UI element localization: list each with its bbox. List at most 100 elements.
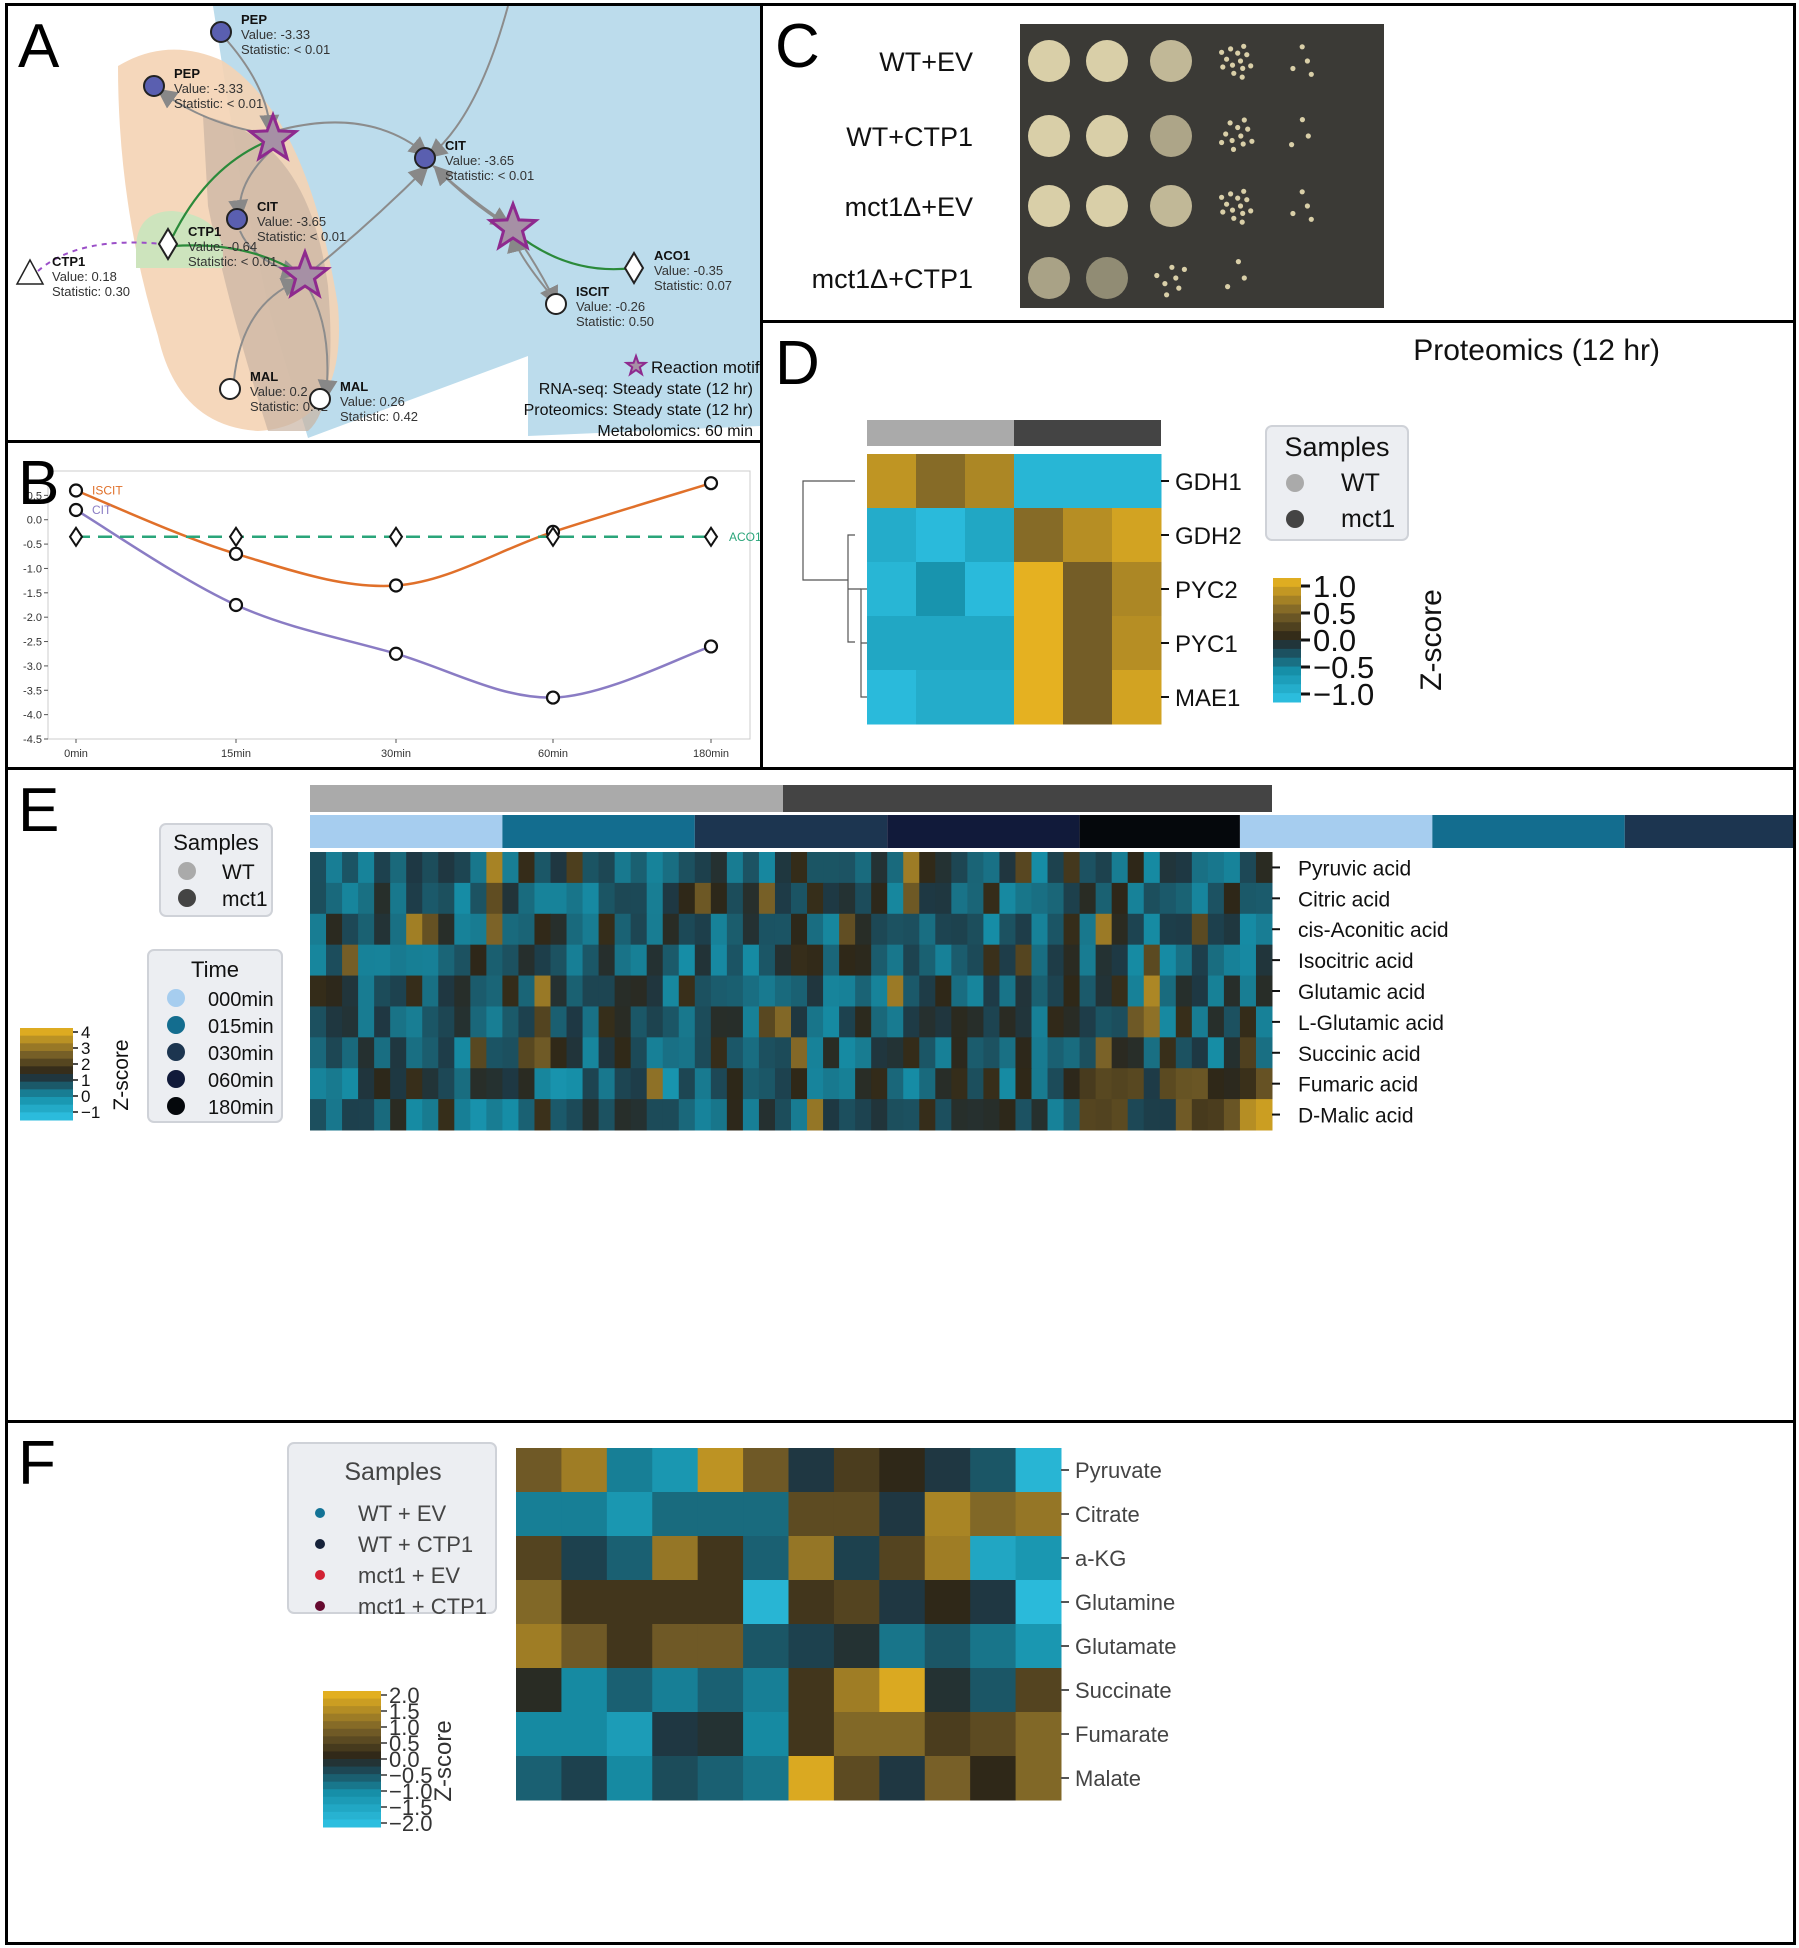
heatmap-cell <box>374 1068 391 1100</box>
heatmap-cell <box>518 975 535 1007</box>
heatmap-cell <box>390 975 407 1007</box>
heatmap-cell <box>566 913 584 946</box>
strain-label: mct1Δ+EV <box>845 192 973 222</box>
heatmap-cell <box>630 1006 648 1038</box>
heatmap-cell <box>390 1037 407 1069</box>
panel-c-spot-assay: WT+EV WT+CTP1 mct1Δ+EV mct1Δ+CTP1 <box>812 24 1384 308</box>
heatmap-cell <box>342 1006 359 1038</box>
heatmap-cell <box>970 1624 1017 1669</box>
heatmap-cell <box>646 1006 664 1038</box>
heatmap-cell <box>1047 852 1065 884</box>
heatmap-cell <box>358 1006 375 1038</box>
heatmap-cell <box>1239 975 1257 1007</box>
series-iscit-point <box>68 483 84 498</box>
heatmap-cell <box>678 1099 696 1131</box>
heatmap-cell <box>1191 975 1209 1007</box>
colorbar-step <box>1273 666 1301 676</box>
heatmap-cell <box>454 1006 471 1038</box>
heatmap-cell <box>454 1099 471 1131</box>
panel-c: WT+EV WT+CTP1 mct1Δ+EV mct1Δ+CTP1 C <box>760 3 1796 323</box>
node-name: PEP <box>241 12 267 27</box>
colorbar-tick-label: 1.0 <box>389 1715 420 1740</box>
colorbar-step <box>20 1058 73 1067</box>
heatmap-cell <box>646 975 664 1007</box>
legend-item: 030min <box>208 1043 274 1065</box>
colorbar-step <box>20 1028 73 1037</box>
heatmap-cell <box>951 882 968 915</box>
heatmap-cell <box>582 1099 600 1131</box>
series-cit-point <box>228 597 244 613</box>
heatmap-cell <box>1031 852 1049 884</box>
heatmap-cell <box>999 1068 1016 1100</box>
heatmap-cell <box>774 1006 792 1038</box>
colorbar-tick-label: 2.0 <box>389 1683 420 1708</box>
heatmap-cell <box>486 1037 503 1069</box>
colony-dot <box>1235 195 1241 201</box>
heatmap-cell <box>1175 975 1193 1007</box>
heatmap-cell <box>743 1712 789 1757</box>
heatmap-cell <box>887 1006 904 1038</box>
heatmap-cell <box>807 1068 824 1100</box>
heatmap-cell <box>358 1037 375 1069</box>
colony-dot <box>1229 62 1236 68</box>
colony-dot <box>1308 216 1314 222</box>
heatmap-cell <box>1079 882 1097 915</box>
row-label: L-Glutamic acid <box>1298 1012 1444 1035</box>
heatmap-cell <box>758 975 776 1007</box>
heatmap-cell <box>1031 944 1049 977</box>
y-tick-label: -2.5 <box>23 637 42 649</box>
heatmap-cell <box>1239 882 1257 915</box>
heatmap-cell <box>326 852 343 884</box>
heatmap-cell <box>758 944 776 977</box>
heatmap-cell <box>867 562 917 617</box>
heatmap-cell <box>1127 944 1145 977</box>
samples-legend-box <box>287 1442 497 1614</box>
row-label: D-Malic acid <box>1298 1105 1414 1128</box>
heatmap-cell <box>710 882 728 915</box>
heatmap-cell <box>855 882 872 915</box>
heatmap-cell <box>326 913 343 946</box>
heatmap-cell <box>743 1536 789 1581</box>
heatmap-cell <box>1079 1006 1097 1038</box>
heatmap-cell <box>630 1037 648 1069</box>
heatmap-cell <box>614 882 632 915</box>
gene-node <box>15 258 45 285</box>
row-label: Pyruvate <box>1075 1458 1162 1483</box>
colony-dot <box>1248 63 1254 69</box>
heatmap-cell <box>534 913 551 946</box>
edge-star3-to-cit <box>302 165 429 279</box>
colorbar-tick-label: −1.0 <box>1313 677 1374 712</box>
heatmap-cell <box>1063 1068 1081 1100</box>
heatmap-cell <box>1063 616 1113 671</box>
heatmap-cell <box>1191 882 1209 915</box>
heatmap-cell <box>1255 852 1273 884</box>
heatmap-cell <box>833 1580 880 1625</box>
heatmap-cell <box>518 1099 535 1131</box>
heatmap-cell <box>486 913 503 946</box>
heatmap-cell <box>924 1492 971 1537</box>
heatmap-cell <box>924 1712 971 1757</box>
heatmap-cell <box>1239 913 1257 946</box>
heatmap-cell <box>742 944 760 977</box>
heatmap-cell <box>406 1068 423 1100</box>
heatmap-cell <box>1111 852 1129 884</box>
legend-dot <box>178 889 196 907</box>
heatmap-cell <box>1239 1006 1257 1038</box>
heatmap-cell <box>839 882 856 915</box>
heatmap-cell <box>454 882 471 915</box>
row-label: MAE1 <box>1175 685 1240 712</box>
time-bar-segment <box>1432 815 1625 848</box>
heatmap-cell <box>1079 1099 1097 1131</box>
colony-dot <box>1244 52 1250 58</box>
heatmap-cell <box>791 1099 808 1131</box>
heatmap-cell <box>390 852 407 884</box>
dendrogram <box>847 534 861 643</box>
row-label: Isocitric acid <box>1298 950 1414 973</box>
colony-dot <box>1227 120 1233 126</box>
heatmap-cell <box>999 852 1016 884</box>
heatmap-cell <box>1223 975 1241 1007</box>
heatmap-cell <box>502 913 519 946</box>
heatmap-cell <box>630 944 648 977</box>
heatmap-cell <box>1014 454 1064 509</box>
heatmap-cell <box>887 852 904 884</box>
